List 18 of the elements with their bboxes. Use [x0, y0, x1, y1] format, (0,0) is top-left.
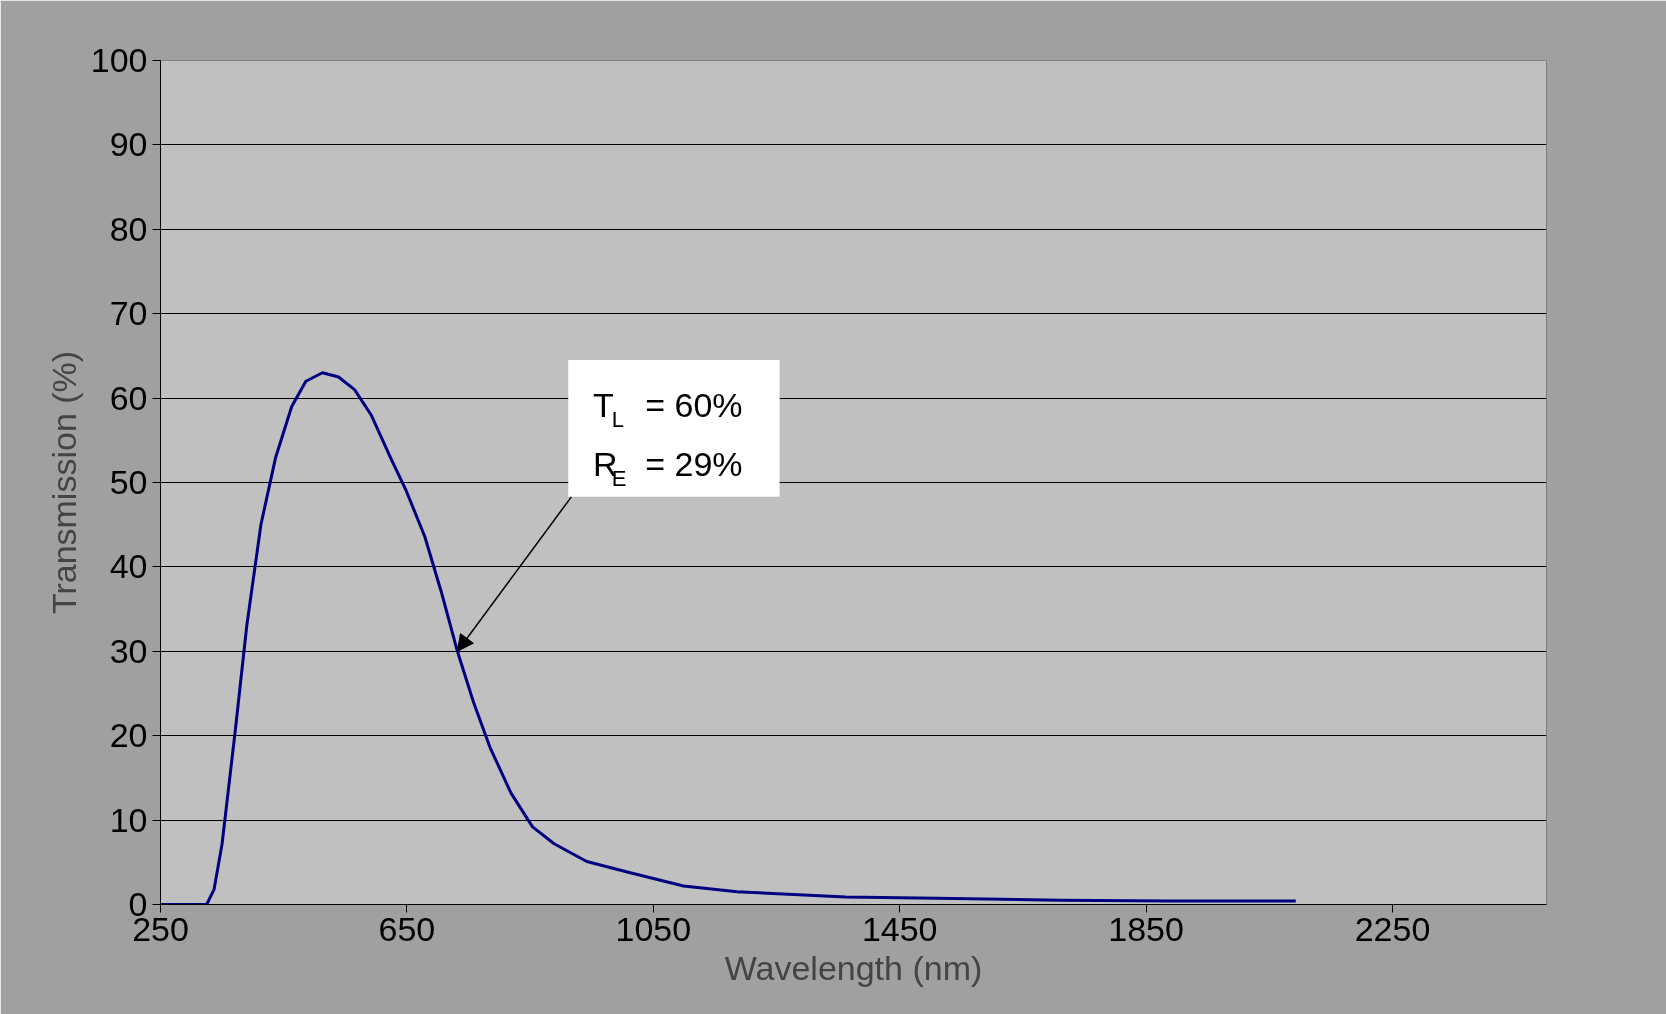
x-tick-label: 1850: [1108, 909, 1184, 948]
x-tick-label: 1450: [861, 909, 938, 948]
y-tick-label: 50: [109, 463, 148, 501]
x-tick-label: 2250: [1354, 909, 1431, 948]
x-tick-label: 650: [378, 909, 436, 948]
y-tick-label: 30: [109, 631, 148, 670]
x-tick-label: 1050: [615, 909, 692, 948]
y-tick-label: 10: [109, 800, 148, 839]
x-axis-title: Wavelength (nm): [724, 948, 983, 987]
y-tick-label: 70: [109, 294, 148, 333]
y-tick-label: 100: [90, 41, 148, 79]
y-tick-label: 20: [109, 716, 148, 755]
y-tick-label: 90: [109, 125, 148, 164]
y-tick-label: 80: [109, 209, 148, 248]
line-series: [160, 371, 1298, 905]
y-tick-label: 40: [109, 547, 148, 586]
y-axis-title: Transmission (%): [44, 350, 83, 615]
y-tick-label: 60: [109, 378, 148, 417]
